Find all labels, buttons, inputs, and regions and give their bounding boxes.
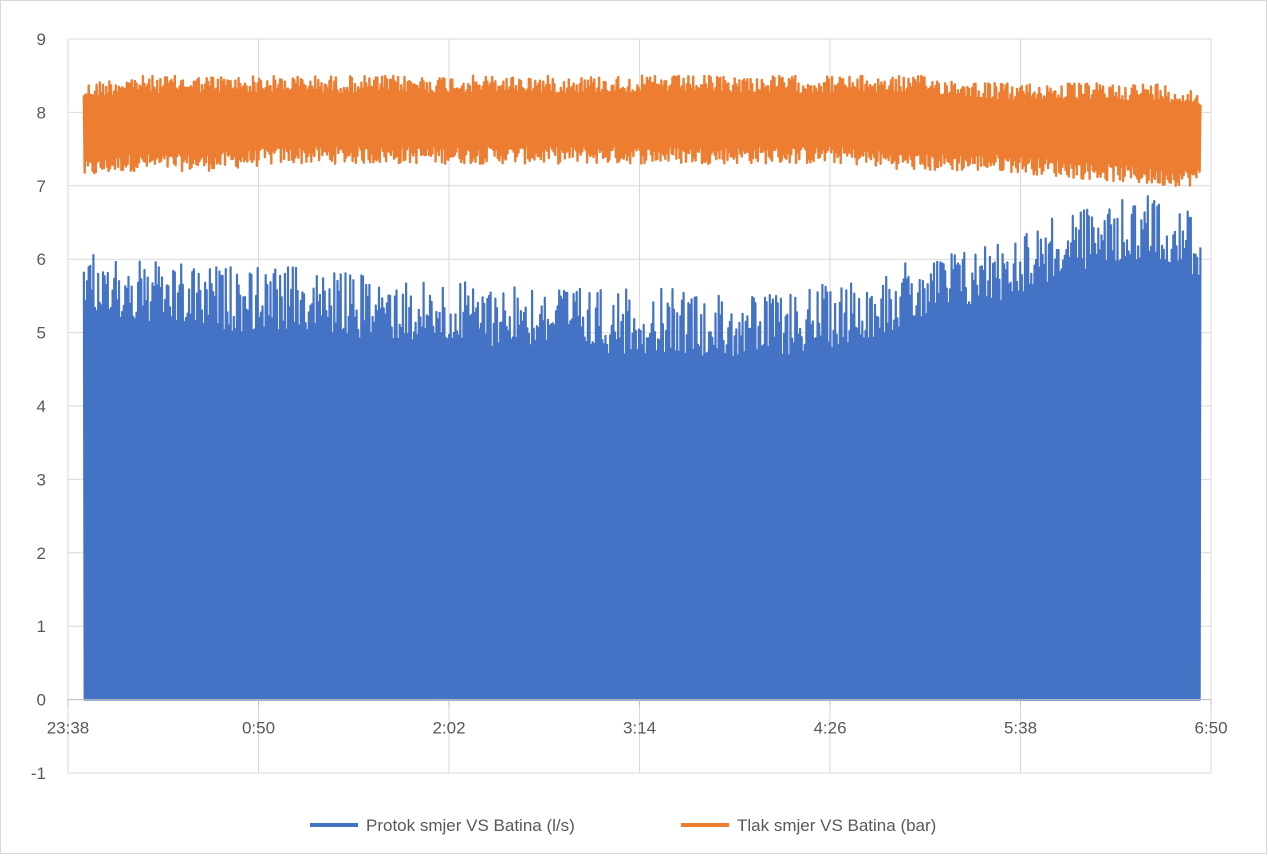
y-tick-label: -1 [31, 764, 46, 783]
x-tick-label: 23:38 [47, 719, 90, 738]
y-tick-label: 4 [37, 397, 46, 416]
legend-label-protok: Protok smjer VS Batina (l/s) [366, 816, 575, 835]
x-tick-label: 2:02 [432, 719, 465, 738]
y-tick-label: 5 [37, 324, 46, 343]
series-layer [82, 74, 1202, 701]
y-tick-label: 2 [37, 544, 46, 563]
x-tick-label: 5:38 [1004, 719, 1037, 738]
x-tick-label: 6:50 [1194, 719, 1227, 738]
series-line-protok [82, 195, 1202, 701]
tick-labels: 9 8 7 6 5 4 3 2 1 0 -1 23:38 0:50 2:02 3:14 4:26 5:38 6:5… [31, 30, 1228, 783]
y-tick-label: 8 [37, 103, 46, 122]
y-tick-label: 0 [37, 691, 46, 710]
x-tick-label: 3:14 [623, 719, 656, 738]
legend-label-tlak: Tlak smjer VS Batina (bar) [737, 816, 936, 835]
axes [67, 699, 1212, 706]
y-tick-label: 6 [37, 250, 46, 269]
series-line-tlak [82, 74, 1202, 187]
y-tick-label: 9 [37, 30, 46, 49]
x-tick-label: 4:26 [813, 719, 846, 738]
y-tick-label: 3 [37, 470, 46, 489]
legend: Protok smjer VS Batina (l/s) Tlak smjer … [310, 816, 936, 835]
y-tick-label: 7 [37, 177, 46, 196]
y-tick-label: 1 [37, 617, 46, 636]
x-tick-label: 0:50 [242, 719, 275, 738]
